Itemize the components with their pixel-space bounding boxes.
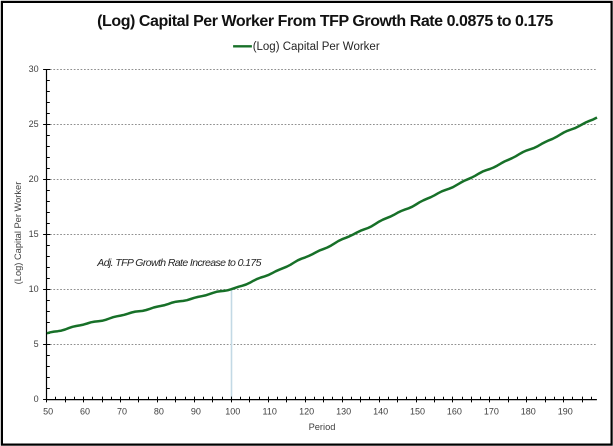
svg-text:120: 120 [299,406,314,416]
svg-text:180: 180 [521,406,536,416]
svg-text:190: 190 [558,406,573,416]
svg-text:15: 15 [29,229,39,239]
svg-text:140: 140 [373,406,388,416]
svg-text:150: 150 [410,406,425,416]
svg-text:20: 20 [29,174,39,184]
svg-text:90: 90 [191,406,201,416]
svg-text:(Log) Capital Per Worker: (Log) Capital Per Worker [13,182,23,285]
svg-text:130: 130 [336,406,351,416]
svg-text:60: 60 [80,406,90,416]
svg-text:10: 10 [29,284,39,294]
svg-text:110: 110 [263,406,277,416]
svg-text:100: 100 [225,406,240,416]
svg-text:160: 160 [447,406,462,416]
svg-text:170: 170 [484,406,499,416]
svg-text:25: 25 [29,119,39,129]
svg-text:30: 30 [29,64,39,74]
svg-text:0: 0 [34,394,39,404]
svg-text:50: 50 [43,406,53,416]
svg-text:Adj. TFP Growth Rate Increase: Adj. TFP Growth Rate Increase to 0.175 [96,257,261,269]
svg-text:70: 70 [117,406,127,416]
svg-text:(Log) Capital Per Worker: (Log) Capital Per Worker [253,41,380,53]
svg-text:80: 80 [154,406,164,416]
svg-text:(Log) Capital Per Worker From: (Log) Capital Per Worker From TFP Growth… [97,13,553,30]
svg-text:5: 5 [34,339,39,349]
svg-text:Period: Period [309,422,336,432]
